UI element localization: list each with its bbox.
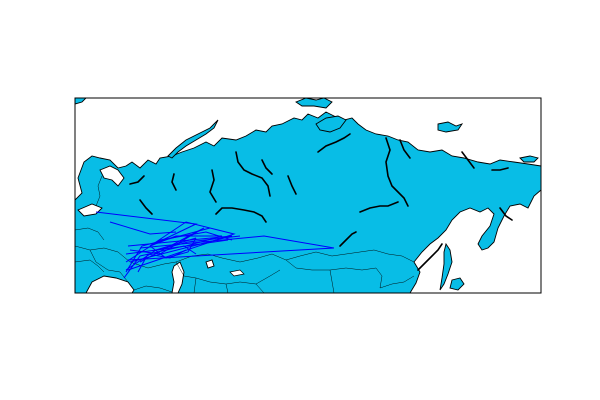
land-arctic-islands-west — [295, 98, 333, 109]
land-severnaya-zemlya — [315, 115, 347, 133]
route-15 — [125, 239, 229, 255]
border-baltic — [75, 227, 105, 273]
river-chukotka — [499, 207, 513, 221]
river-yenisei — [215, 207, 267, 223]
river-east-a — [399, 139, 411, 159]
land-svalbard — [75, 98, 87, 105]
river-amur — [417, 243, 443, 271]
river-lena — [385, 137, 409, 207]
water-caspian-sea — [171, 261, 185, 293]
river-central-b — [261, 159, 273, 175]
land-wrangel — [519, 155, 539, 163]
water-lake-balkhash — [229, 269, 245, 277]
land-eurasia — [75, 111, 541, 293]
water-aral-sea — [205, 259, 215, 269]
river-central-a — [235, 151, 271, 197]
border-ukraine — [89, 249, 129, 283]
river-lena-branch — [359, 201, 399, 213]
route-10 — [137, 249, 187, 273]
route-9 — [125, 231, 233, 263]
water-gulf-finland — [77, 203, 103, 217]
water-baltic-white-sea — [99, 165, 125, 187]
border-mongolia — [285, 259, 383, 289]
border-finland — [95, 175, 103, 207]
route-2 — [127, 235, 233, 263]
river-taimyr — [287, 175, 297, 195]
route-11 — [125, 227, 211, 273]
river-ob-branch — [209, 169, 217, 203]
river-kolyma — [491, 167, 509, 171]
river-east-b — [461, 151, 475, 169]
border-caucasus — [133, 285, 173, 293]
border-china-east — [379, 275, 415, 289]
route-16 — [109, 221, 177, 235]
map-frame — [74, 97, 542, 294]
routes — [95, 211, 335, 279]
river-west-a — [129, 175, 145, 185]
border-china — [255, 269, 335, 293]
river-west-c — [139, 199, 153, 215]
lake-baikal — [339, 231, 357, 247]
land-new-siberian-islands — [437, 121, 464, 133]
border-uzbek — [193, 277, 229, 293]
land-novaya-zemlya — [167, 119, 219, 159]
route-13 — [123, 245, 197, 279]
rivers — [129, 133, 513, 271]
land-sakhalin — [439, 242, 453, 291]
river-north-a — [317, 133, 351, 153]
route-12 — [157, 235, 241, 251]
route-4 — [127, 247, 335, 261]
route-8 — [149, 235, 223, 247]
land-hokkaido — [449, 277, 465, 291]
river-west-b — [171, 173, 177, 191]
